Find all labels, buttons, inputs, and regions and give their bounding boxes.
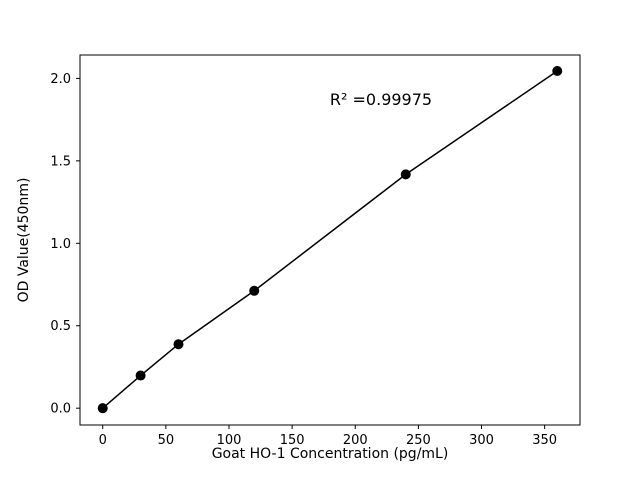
data-point [400,169,411,180]
y-axis-label: OD Value(450nm) [16,178,32,303]
x-axis-label: Goat HO-1 Concentration (pg/mL) [212,446,449,462]
x-tick-label: 350 [532,433,557,448]
y-tick-label: 1.0 [50,237,71,252]
plot-frame [79,54,581,426]
data-point [173,339,184,350]
data-point [552,65,563,76]
plot-area: 0 50 100 150 200 250 300 350 0.0 0.5 1.0 1.5 2.0 [50,54,581,448]
x-tick-label: 50 [158,433,175,448]
y-tick-label: 0.5 [50,319,71,334]
y-tick-label: 1.5 [50,154,71,169]
data-point [135,370,146,381]
y-tick-label: 2.0 [50,72,71,87]
fit-line [102,70,558,409]
x-tick-label: 250 [406,433,431,448]
x-tick-label: 0 [99,433,107,448]
data-point [249,285,260,296]
x-tick-label: 200 [343,433,368,448]
x-tick-label: 100 [217,433,242,448]
x-tick-label: 300 [469,433,494,448]
y-tick-label: 0.0 [50,402,71,417]
data-point [97,403,108,414]
x-tick-label: 150 [280,433,305,448]
r-squared-annotation: R² =0.99975 [330,90,432,109]
